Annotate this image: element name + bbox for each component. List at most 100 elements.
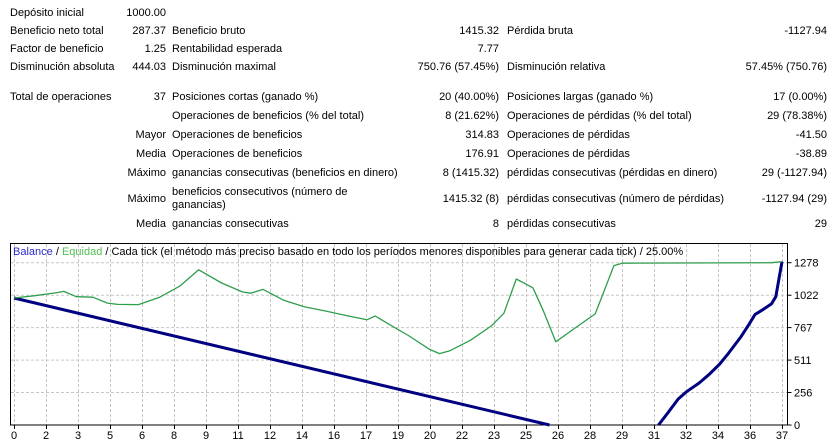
x-axis-tick-label: 26 <box>552 430 564 442</box>
metric-label <box>499 40 724 58</box>
metric-label: Rentabilidad esperada <box>172 43 283 55</box>
metric-label <box>499 4 724 22</box>
x-axis-tick-label: 28 <box>584 430 596 442</box>
metric-value: Media <box>136 218 166 230</box>
x-axis-tick-label: 34 <box>712 430 724 442</box>
metric-label <box>10 145 126 164</box>
y-axis-tick-label: 1022 <box>794 290 818 302</box>
report-row: Operaciones de beneficios (% del total) 8… <box>10 107 827 126</box>
metric-value <box>382 4 499 22</box>
metric-value: Mayor <box>135 129 166 141</box>
y-axis-tick-label: 0 <box>794 420 800 432</box>
metric-value: 29 (78.38%) <box>767 110 827 122</box>
metric-label <box>10 164 126 183</box>
metric-value: 57.45% (750.76) <box>745 61 827 73</box>
x-axis-tick-label: 25 <box>520 430 532 442</box>
chart-canvas: 0 2 3 5 6 8 9 11 12 14 16 17 19 20 22 23 25 26 28 29 31 32 34 3… <box>10 243 819 442</box>
metric-label: Operaciones de beneficios <box>172 148 303 160</box>
metric-label: Beneficio neto total <box>10 25 104 37</box>
chart-grid <box>11 244 792 429</box>
series-line-balance <box>657 261 784 426</box>
metric-label: Posiciones largas (ganado %) <box>507 91 654 103</box>
metric-value: 314.83 <box>465 129 499 141</box>
balance-equity-chart: 0 2 3 5 6 8 9 11 12 14 16 17 19 20 22 23 25 26 28 29 31 32 34 3… <box>0 240 840 444</box>
metric-label: Pérdida bruta <box>507 25 574 37</box>
metric-label: Disminución maximal <box>172 61 276 73</box>
report-row: Disminución absoluta 444.03 Disminución ma… <box>10 58 827 76</box>
metric-label: pérdidas consecutivas (pérdidas en diner… <box>507 167 718 179</box>
report-row: Media ganancias consecutivas 8 pérdidas con… <box>10 215 827 234</box>
metric-label: Operaciones de pérdidas <box>507 148 630 160</box>
metric-value: 8 (1415.32) <box>442 167 499 179</box>
chart-axis-labels: 0 2 3 5 6 8 9 11 12 14 16 17 19 20 22 23 25 26 28 29 31 32 34 3… <box>11 258 819 442</box>
report-table: Depósito inicial 1000.00 Beneficio neto to… <box>0 4 827 234</box>
metric-value: Máximo <box>127 192 166 205</box>
metric-value: -1127.94 <box>784 25 827 37</box>
x-axis-tick-label: 37 <box>776 430 788 442</box>
metric-value <box>724 4 827 22</box>
metric-value: -38.89 <box>795 148 827 160</box>
x-axis-tick-label: 17 <box>360 430 372 442</box>
x-axis-tick-label: 16 <box>328 430 340 442</box>
x-axis-tick-label: 22 <box>456 430 468 442</box>
x-axis-tick-label: 2 <box>43 430 49 442</box>
metric-label: beneficios consecutivos (número de ganan… <box>172 186 348 211</box>
metric-value: 29 <box>814 218 827 230</box>
y-axis-tick-label: 1278 <box>794 258 818 270</box>
legend-modeling-description: Cada tick (el método más preciso basado … <box>111 246 637 258</box>
x-axis-tick-label: 9 <box>203 430 209 442</box>
metric-label: Factor de beneficio <box>10 43 104 55</box>
x-axis-tick-label: 3 <box>75 430 81 442</box>
metric-value: Media <box>136 148 166 160</box>
x-axis-tick-label: 19 <box>392 430 404 442</box>
metric-label: Posiciones cortas (ganado %) <box>172 91 319 103</box>
y-axis-tick-label: 511 <box>794 355 812 367</box>
metric-value: 1.25 <box>144 43 166 55</box>
report-row: Máximo beneficios consecutivos (número de… <box>10 183 827 215</box>
series-line-balance <box>13 296 550 427</box>
x-axis-tick-label: 32 <box>680 430 692 442</box>
report-row: Depósito inicial 1000.00 <box>10 4 827 22</box>
x-axis-tick-label: 20 <box>424 430 436 442</box>
metric-value: 29 (-1127.94) <box>761 167 827 179</box>
series-line-equidad <box>13 260 783 355</box>
x-axis-tick-label: 0 <box>11 430 17 442</box>
x-axis-tick-label: 8 <box>171 430 177 442</box>
metric-value: -1127.94 (29) <box>761 192 827 205</box>
metric-label: ganancias consecutivas (beneficios en di… <box>172 167 398 179</box>
metric-value: 37 <box>153 91 166 103</box>
metric-label: Disminución relativa <box>507 61 606 73</box>
chart-plot-border <box>10 243 788 426</box>
metric-value: 7.77 <box>477 43 499 55</box>
report-row: Factor de beneficio 1.25 Rentabilidad espe… <box>10 40 827 58</box>
x-axis-tick-label: 14 <box>296 430 308 442</box>
legend-balance-label: Balance <box>13 246 53 258</box>
metric-label: Depósito inicial <box>10 7 84 19</box>
legend-separator: / <box>102 246 112 258</box>
metric-label: Disminución absoluta <box>10 61 115 73</box>
metric-value: 20 (40.00%) <box>439 91 499 103</box>
y-axis-tick-label: 256 <box>794 387 812 399</box>
x-axis-tick-label: 23 <box>488 430 500 442</box>
metric-value: 17 (0.00%) <box>773 91 827 103</box>
x-axis-tick-label: 11 <box>232 430 243 442</box>
metric-value: 750.76 (57.45%) <box>417 61 499 73</box>
report-row: Media Operaciones de beneficios 176.91 Oper… <box>10 145 827 164</box>
metric-value: 1415.32 (8) <box>442 192 499 205</box>
metric-value: 1000.00 <box>126 7 166 19</box>
metric-label <box>172 4 382 22</box>
metric-label: Operaciones de pérdidas <box>507 129 630 141</box>
metric-value: 8 (21.62%) <box>445 110 499 122</box>
x-axis-tick-label: 12 <box>264 430 276 442</box>
legend-modeling-quality: 25.00% <box>645 246 684 258</box>
x-axis-tick-label: 36 <box>744 430 756 442</box>
metric-value: 1415.32 <box>459 25 499 37</box>
metric-value <box>126 107 172 126</box>
metric-label: ganancias consecutivas <box>172 218 289 230</box>
x-axis-tick-label: 5 <box>107 430 113 442</box>
report-row: Beneficio neto total 287.37 Beneficio brut… <box>10 22 827 40</box>
metric-label: Operaciones de beneficios (% del total) <box>172 110 364 122</box>
metric-label: Total de operaciones <box>10 91 112 103</box>
report-row: Total de operaciones 37 Posiciones cortas … <box>10 88 827 107</box>
